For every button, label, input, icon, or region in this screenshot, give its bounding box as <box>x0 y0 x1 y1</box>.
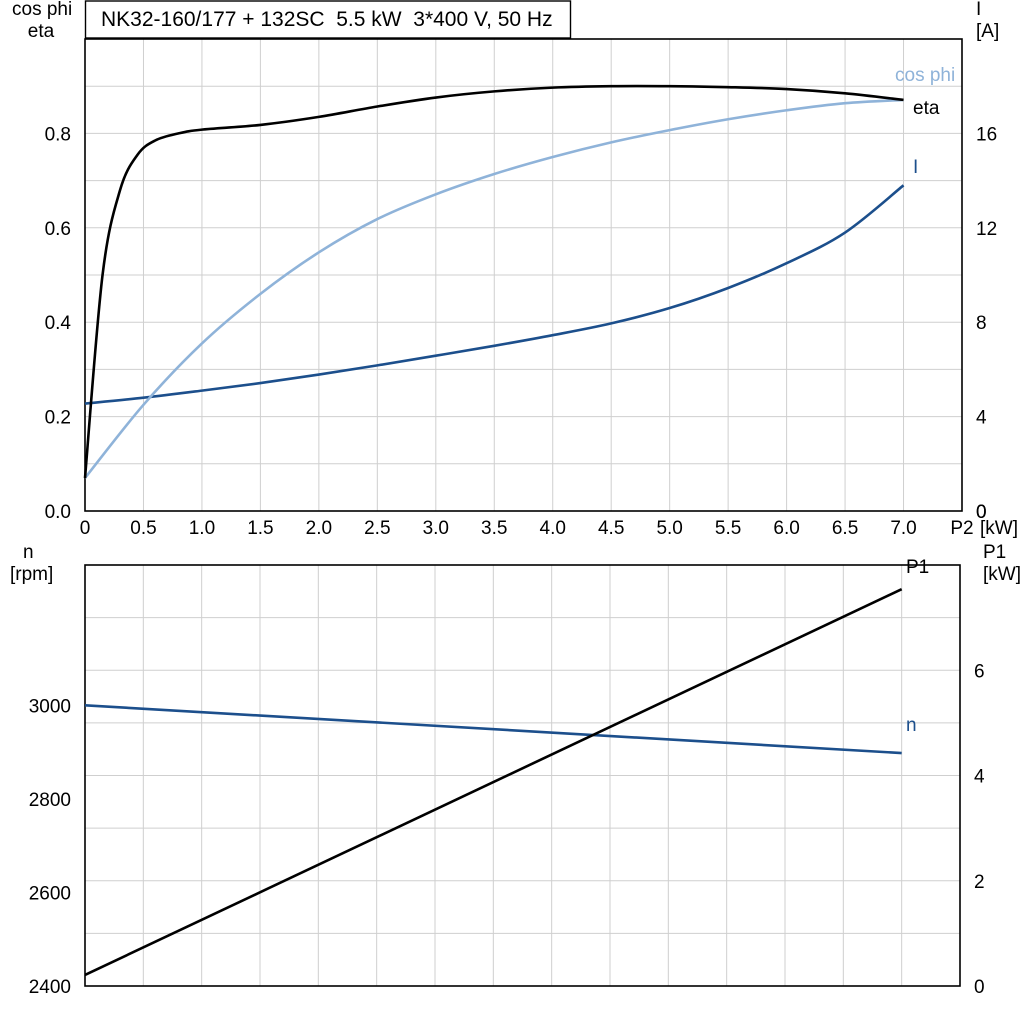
svg-text:12: 12 <box>976 219 997 240</box>
svg-text:P1: P1 <box>906 557 929 578</box>
svg-text:4.0: 4.0 <box>540 518 566 539</box>
svg-text:0.0: 0.0 <box>45 502 71 523</box>
svg-text:4.5: 4.5 <box>598 518 624 539</box>
svg-text:3000: 3000 <box>29 696 71 717</box>
svg-text:P2: P2 <box>950 518 973 539</box>
svg-text:0.5: 0.5 <box>130 518 156 539</box>
svg-text:0.2: 0.2 <box>45 408 71 429</box>
svg-text:3.5: 3.5 <box>481 518 507 539</box>
svg-text:0.8: 0.8 <box>45 124 71 145</box>
svg-text:I: I <box>913 157 918 178</box>
svg-text:0: 0 <box>974 977 985 998</box>
svg-text:16: 16 <box>976 124 997 145</box>
svg-text:2800: 2800 <box>29 790 71 811</box>
svg-text:2.0: 2.0 <box>306 518 332 539</box>
svg-text:P1: P1 <box>983 542 1006 563</box>
svg-text:2.5: 2.5 <box>364 518 390 539</box>
svg-text:[A]: [A] <box>976 21 999 42</box>
svg-text:n: n <box>906 715 917 736</box>
svg-text:1.0: 1.0 <box>189 518 215 539</box>
svg-text:0: 0 <box>80 518 91 539</box>
svg-text:cos phi: cos phi <box>12 0 72 20</box>
svg-text:eta: eta <box>28 21 55 42</box>
svg-text:6.0: 6.0 <box>773 518 799 539</box>
svg-text:1.5: 1.5 <box>247 518 273 539</box>
svg-text:7.0: 7.0 <box>890 518 916 539</box>
svg-text:[rpm]: [rpm] <box>10 564 53 585</box>
svg-text:4: 4 <box>976 408 987 429</box>
svg-text:6.5: 6.5 <box>832 518 858 539</box>
svg-text:eta: eta <box>913 98 940 119</box>
svg-text:0.6: 0.6 <box>45 219 71 240</box>
svg-text:2: 2 <box>974 872 985 893</box>
svg-text:6: 6 <box>974 661 985 682</box>
svg-text:2400: 2400 <box>29 977 71 998</box>
svg-text:0: 0 <box>976 502 987 523</box>
svg-text:cos phi: cos phi <box>895 65 955 86</box>
svg-text:NK32-160/177 + 132SC 5.5 kW: NK32-160/177 + 132SC 5.5 kW 3*400 V, 50 … <box>101 8 553 31</box>
svg-text:0.4: 0.4 <box>45 313 72 334</box>
svg-text:5.5: 5.5 <box>715 518 741 539</box>
svg-text:3.0: 3.0 <box>423 518 449 539</box>
svg-text:I: I <box>976 0 981 20</box>
svg-text:4: 4 <box>974 767 985 788</box>
svg-text:8: 8 <box>976 313 987 334</box>
svg-text:5.0: 5.0 <box>656 518 682 539</box>
svg-text:[kW]: [kW] <box>983 564 1021 585</box>
svg-text:n: n <box>23 542 34 563</box>
svg-text:2600: 2600 <box>29 883 71 904</box>
